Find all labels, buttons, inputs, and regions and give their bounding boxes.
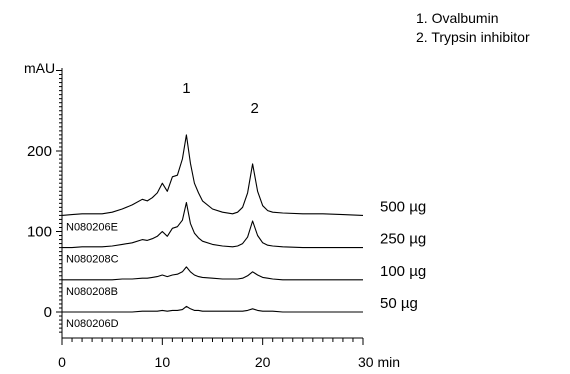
sample-id-label: N080208C bbox=[66, 254, 119, 266]
x-tick-label: 0 bbox=[58, 354, 66, 370]
sample-id-label: N080208B bbox=[66, 286, 118, 298]
legend-entry-1: 1. Ovalbumin bbox=[416, 10, 499, 26]
peak-label: 2 bbox=[250, 100, 258, 117]
peak-label: 1 bbox=[182, 80, 190, 97]
series-label: 50 µg bbox=[380, 295, 418, 312]
series-label: 100 µg bbox=[380, 263, 426, 280]
trace-line-2 bbox=[62, 201, 363, 249]
legend-entry-2: 2. Trypsin inhibitor bbox=[416, 29, 530, 45]
trace-line-1 bbox=[61, 134, 364, 216]
y-tick-label: 200 bbox=[27, 143, 52, 160]
sample-id-label: N080206D bbox=[66, 318, 119, 330]
x-tick-label: 10 bbox=[155, 354, 171, 370]
y-tick-label: 100 bbox=[27, 224, 52, 241]
trace-line-4 bbox=[62, 305, 363, 313]
series-label: 250 µg bbox=[380, 231, 426, 248]
x-tick-label: 30 min bbox=[358, 354, 400, 370]
y-tick-label: 0 bbox=[44, 304, 52, 321]
y-axis-label: mAU bbox=[24, 60, 55, 76]
sample-id-label: N080206E bbox=[66, 221, 118, 233]
x-tick-label: 20 bbox=[255, 354, 271, 370]
series-label: 500 µg bbox=[380, 198, 426, 215]
trace-line-3 bbox=[62, 266, 363, 281]
